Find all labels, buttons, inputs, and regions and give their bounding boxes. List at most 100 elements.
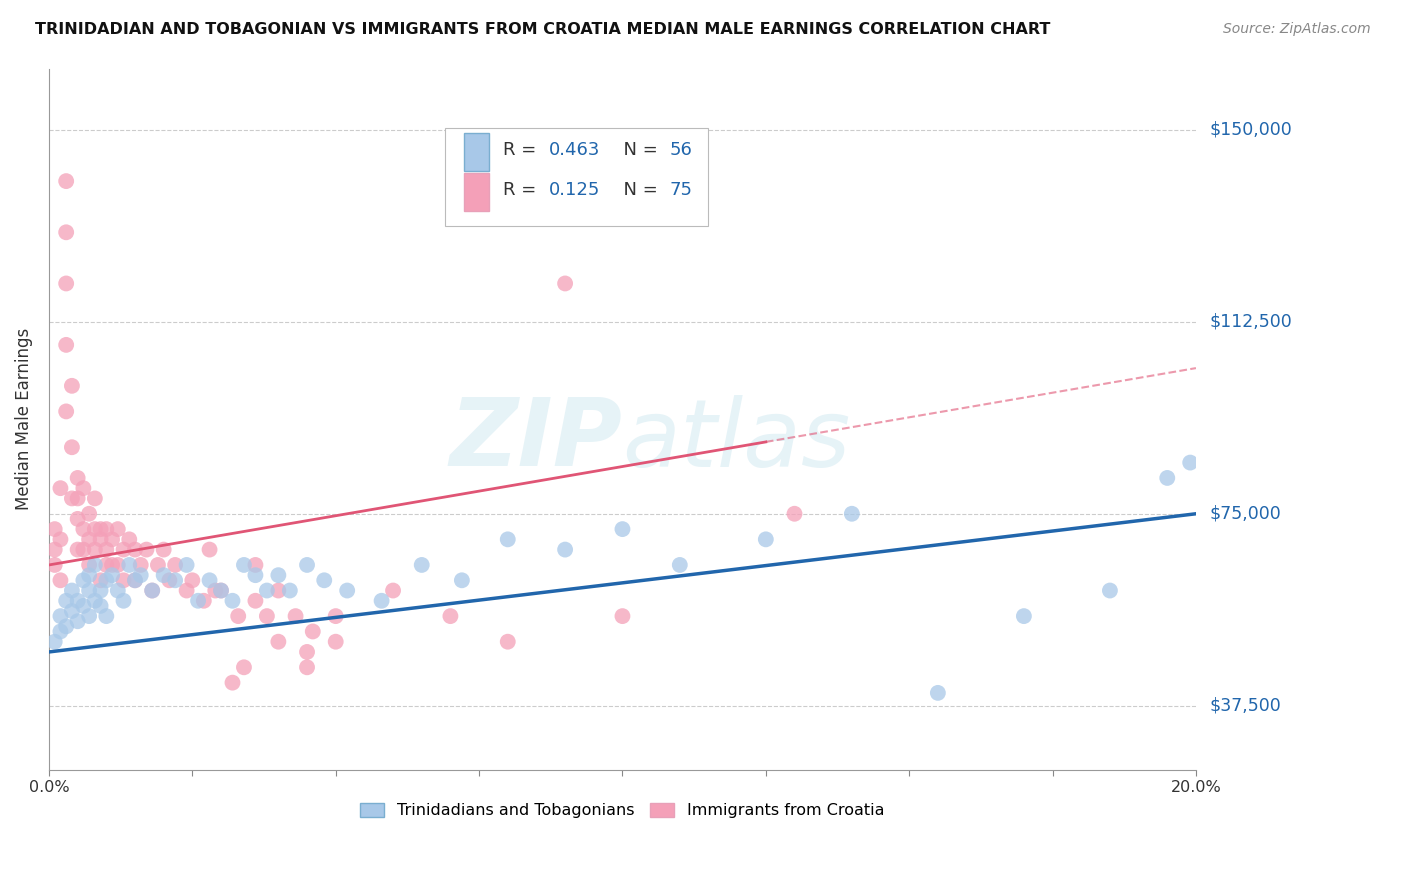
Point [55,225,77,239]
Point [72,481,94,495]
Point [1012,609,1035,624]
Point [66,491,89,506]
Point [141,583,163,598]
Point [55,619,77,633]
Text: N =: N = [612,141,664,159]
Point [90,599,112,613]
Point [44,558,66,572]
Text: R =: R = [503,141,543,159]
Point [72,574,94,588]
Point [49,533,72,547]
Legend: Trinidadians and Tobagonians, Immigrants from Croatia: Trinidadians and Tobagonians, Immigrants… [354,797,891,825]
Point [612,522,634,536]
Text: TRINIDADIAN AND TOBAGONIAN VS IMMIGRANTS FROM CROATIA MEDIAN MALE EARNINGS CORRE: TRINIDADIAN AND TOBAGONIAN VS IMMIGRANTS… [35,22,1050,37]
Point [267,568,290,582]
Point [256,583,278,598]
Point [124,574,146,588]
Point [157,574,180,588]
Point [209,583,232,598]
Point [129,558,152,572]
Point [90,533,112,547]
Point [72,522,94,536]
Point [60,604,83,618]
Point [176,583,198,598]
Point [60,583,83,598]
Text: 0.125: 0.125 [550,181,600,199]
Point [612,609,634,624]
Point [181,574,204,588]
Text: $75,000: $75,000 [1209,505,1282,523]
Point [55,277,77,291]
Point [83,594,105,608]
Point [245,568,267,582]
Point [49,574,72,588]
Point [55,404,77,418]
Text: $112,500: $112,500 [1209,313,1292,331]
Point [124,574,146,588]
Point [755,533,778,547]
Point [44,634,66,648]
Point [165,574,187,588]
Point [295,645,318,659]
Point [554,277,576,291]
Point [60,491,83,506]
Point [124,542,146,557]
Point [66,542,89,557]
Point [72,599,94,613]
Point [77,609,100,624]
Point [49,609,72,624]
Point [77,558,100,572]
Text: ZIP: ZIP [450,394,623,486]
Point [336,583,359,598]
Bar [464,173,489,211]
Point [1098,583,1121,598]
Point [135,542,157,557]
Point [83,542,105,557]
Text: 0.463: 0.463 [550,141,600,159]
Point [60,379,83,393]
Point [112,574,135,588]
Point [44,542,66,557]
Point [83,558,105,572]
Point [841,507,863,521]
Point [176,558,198,572]
Point [226,609,249,624]
Point [193,594,215,608]
Point [101,533,124,547]
Point [783,507,806,521]
Point [107,583,129,598]
Text: Source: ZipAtlas.com: Source: ZipAtlas.com [1223,22,1371,37]
Point [66,614,89,628]
Text: 75: 75 [669,181,693,199]
Point [44,522,66,536]
Point [96,522,118,536]
Text: atlas: atlas [623,394,851,485]
Point [314,574,336,588]
Point [101,558,124,572]
Point [49,624,72,639]
Point [221,594,243,608]
Point [496,634,519,648]
Point [66,471,89,485]
Point [325,634,347,648]
Point [96,542,118,557]
Point [284,609,307,624]
FancyBboxPatch shape [444,128,709,227]
Point [209,583,232,598]
Point [669,558,692,572]
Point [1156,471,1178,485]
Point [49,481,72,495]
Point [165,558,187,572]
Point [496,533,519,547]
Point [107,522,129,536]
Point [198,542,221,557]
Point [77,583,100,598]
Point [554,542,576,557]
Point [233,660,256,674]
Text: 56: 56 [669,141,692,159]
Point [245,594,267,608]
Point [66,512,89,526]
Point [90,574,112,588]
Point [370,594,392,608]
Point [112,542,135,557]
